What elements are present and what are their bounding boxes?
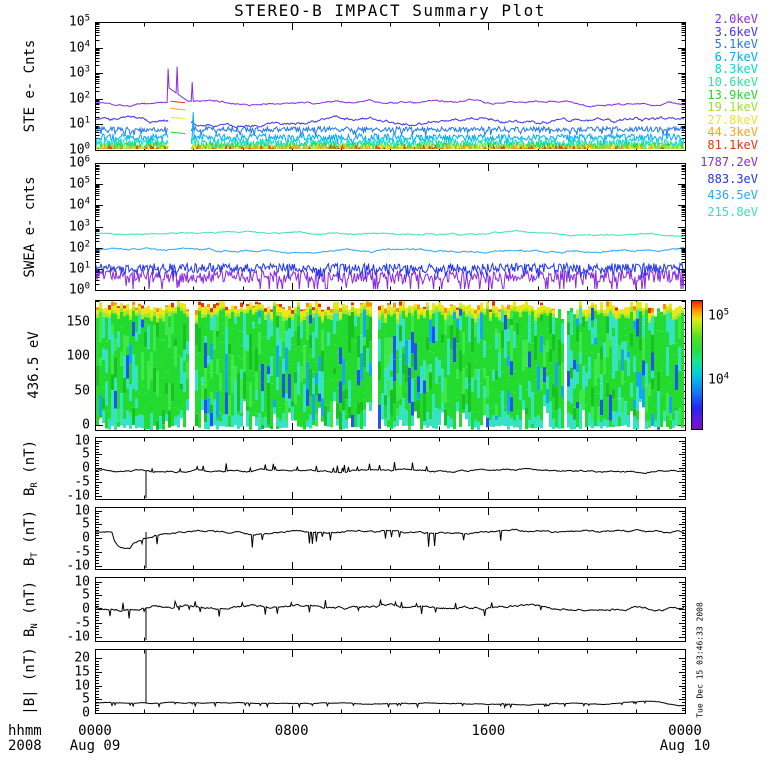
legend-entry: 13.9keV [707,87,758,102]
y-axis-label-swea: SWEA e- cnts [22,175,38,278]
y-tick-label: 105 [68,175,90,192]
y-tick-label: 5 [82,516,90,532]
y-tick-label: -10 [66,558,90,573]
legend-entry: 81.1keV [707,138,758,152]
y-tick-label: 0 [82,601,90,617]
x-tick-date-label: Aug 09 [69,738,121,754]
y-tick-label: 10 [74,574,90,589]
y-tick-label: 0 [82,530,90,546]
legend-entry: 215.8eV [707,204,758,219]
y-tick-label: 105 [68,13,90,30]
legend-entry: 436.5eV [707,188,758,203]
x-tick-time-label: 0000 [78,723,112,739]
y-tick-label: 5 [82,691,90,707]
page-title: STEREO-B IMPACT Summary Plot [234,1,546,20]
y-tick-label: 100 [66,348,90,364]
x-tick-time-label: 0000 [668,723,702,739]
y-tick-label: 101 [68,260,90,277]
y-tick-label: 5 [82,587,90,603]
legend-entry: 883.3eV [707,171,758,186]
y-tick-label: 103 [68,64,90,81]
y-tick-label: 0 [82,705,90,721]
creation-timestamp: Tue Dec 15 03:46:33 2008 [695,602,705,718]
y-tick-label: 106 [68,154,90,171]
y-tick-label: 10 [74,678,90,693]
legend-entry: 10.6keV [707,75,758,89]
y-tick-label: 150 [66,314,90,330]
y-tick-label: 0 [82,460,90,476]
y-tick-label: 102 [68,239,90,256]
x-axis-year-label: 2008 [8,738,42,754]
y-tick-label: -5 [74,615,90,631]
legend-entry: 2.0keV [714,12,758,26]
legend-entry: 19.1keV [707,100,758,115]
x-axis-unit-label: hhmm [8,723,42,739]
legend-entry: 44.3keV [707,125,758,140]
y-tick-label: -10 [66,488,90,503]
y-tick-label: 104 [68,39,90,56]
y-tick-label: 0 [82,417,90,433]
y-tick-label: 10 [74,503,90,518]
x-tick-time-label: 1600 [471,723,506,739]
y-tick-label: 15 [74,664,90,680]
y-tick-label: 103 [68,218,90,234]
y-tick-label: 5 [82,446,90,462]
y-tick-label: 50 [74,383,90,399]
legend-entry: 1787.2eV [700,155,758,169]
y-axis-label-bt: BT (nT) [22,509,40,567]
x-tick-time-label: 0800 [274,723,309,739]
y-axis-label-ste: STE e- Cnts [22,39,38,133]
y-tick-label: 102 [68,90,90,107]
y-tick-label: -10 [66,629,90,644]
y-tick-label: 100 [68,281,90,298]
legend-entry: 8.3keV [714,62,758,77]
y-tick-label: 101 [68,115,90,132]
y-axis-label-bmag: |B| (nT) [22,647,38,715]
y-tick-label: 100 [68,141,90,158]
y-axis-label-br: BR (nT) [22,439,40,497]
y-axis-label-spec: 436.5 eV [26,331,42,399]
legend-entry: 3.6keV [714,24,758,39]
y-tick-label: 10 [74,433,90,448]
legend-entry: 27.8keV [707,112,758,127]
y-tick-label: 104 [68,196,90,213]
x-tick-date-label: Aug 10 [659,738,711,754]
y-tick-label: -5 [74,474,90,490]
y-tick-label: -5 [74,544,90,560]
legend-entry: 5.1keV [714,37,758,52]
y-tick-label: 20 [74,650,90,666]
colorbar-tick-label: 104 [708,371,730,388]
colorbar-tick-label: 105 [708,307,730,324]
legend-entry: 6.7keV [714,49,758,64]
y-axis-label-bn: BN (nT) [22,580,40,638]
